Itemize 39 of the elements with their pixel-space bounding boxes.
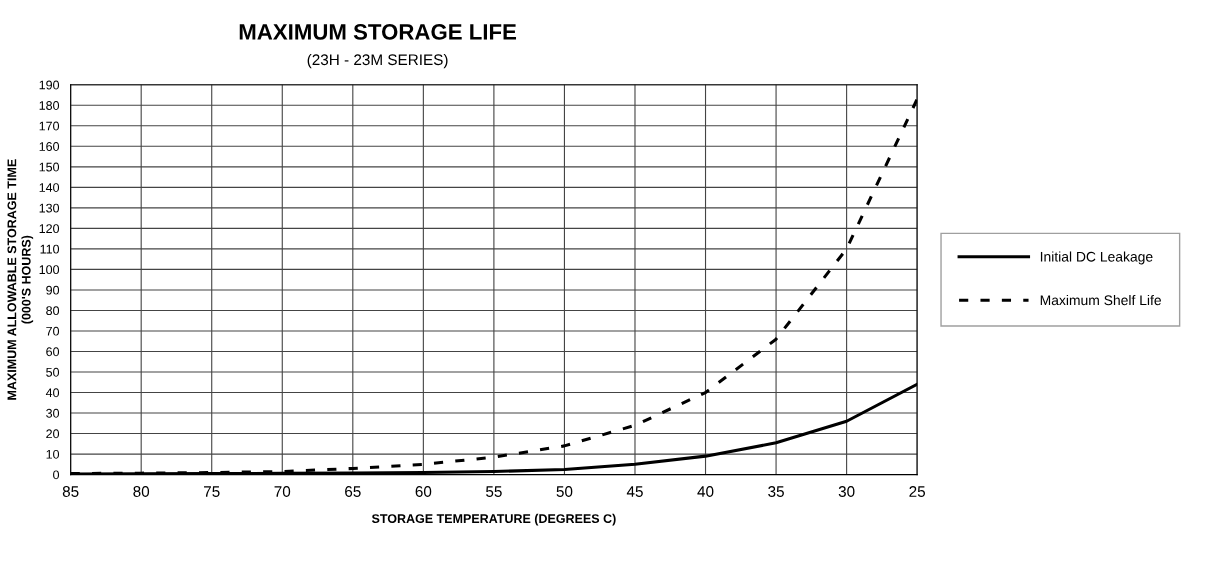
y-tick-label: 190: [39, 80, 60, 90]
y-tick-label: 30: [46, 408, 60, 418]
x-tick-label: 40: [697, 486, 714, 497]
y-tick-label: 150: [39, 162, 60, 172]
y-tick-label: 110: [40, 244, 60, 254]
y-tick-label: 50: [46, 367, 60, 377]
x-tick-label: 35: [768, 486, 784, 497]
y-axis-title: MAXIMUM ALLOWABLE STORAGE TIME (000'S HOURS): [7, 159, 34, 400]
y-tick-label: 130: [39, 203, 60, 213]
x-tick-label: 85: [62, 486, 79, 497]
x-tick-label: 45: [626, 486, 643, 497]
x-tick-label: 25: [909, 486, 926, 497]
x-tick-label: 80: [133, 486, 150, 497]
x-tick-label: 65: [345, 486, 361, 497]
x-tick-label: 75: [204, 486, 220, 497]
y-tick-label: 40: [45, 388, 60, 398]
y-tick-label: 70: [46, 326, 60, 336]
legend-label: Initial DC Leakage: [1040, 251, 1153, 265]
y-tick-label: 140: [39, 183, 60, 192]
y-tick-label: 0: [53, 470, 60, 480]
y-tick-label: 90: [46, 285, 60, 295]
y-tick-label: 170: [39, 121, 60, 131]
y-tick-label: 60: [46, 347, 60, 357]
y-tick-label: 120: [39, 224, 60, 234]
y-tick-label: 180: [39, 101, 60, 110]
legend-label: Maximum Shelf Life: [1040, 294, 1161, 306]
y-tick-label: 80: [46, 306, 60, 316]
y-tick-label: 10: [46, 449, 60, 459]
y-tick-label: 20: [46, 429, 60, 439]
chart-title: MAXIMUM STORAGE LIFE: [239, 24, 517, 40]
x-tick-label: 30: [838, 486, 855, 497]
x-tick-label: 60: [415, 486, 432, 497]
x-axis-title: STORAGE TEMPERATURE (DEGREES C): [371, 513, 616, 526]
chart-subtitle: (23H - 23M SERIES): [307, 53, 448, 69]
x-tick-label: 70: [274, 486, 291, 497]
x-tick-label: 50: [556, 486, 573, 497]
y-tick-label: 160: [39, 142, 60, 151]
x-tick-label: 55: [486, 486, 502, 497]
y-tick-label: 100: [39, 265, 60, 275]
